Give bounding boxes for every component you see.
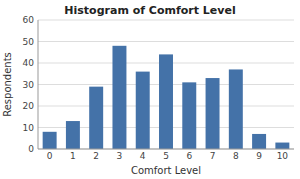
x-tick-label: 8 (233, 151, 239, 161)
bar (136, 72, 150, 149)
bar (159, 54, 173, 149)
x-tick-label: 10 (277, 151, 289, 161)
chart-title: Histogram of Comfort Level (64, 4, 235, 17)
x-tick-label: 6 (186, 151, 192, 161)
bar (66, 121, 80, 149)
x-tick-label: 0 (47, 151, 53, 161)
x-tick-label: 9 (256, 151, 262, 161)
bar (275, 143, 289, 149)
y-tick-label: 50 (23, 37, 35, 47)
y-axis-line (38, 20, 39, 149)
grid-line (38, 20, 294, 21)
y-tick-label: 30 (23, 80, 35, 90)
y-tick-label: 60 (23, 15, 35, 25)
y-tick-label: 20 (23, 101, 35, 111)
bar (206, 78, 220, 149)
y-axis-label: Respondents (2, 52, 13, 117)
x-tick-label: 2 (93, 151, 99, 161)
bar (89, 87, 103, 149)
chart-svg: 0 10 20 30 40 50 60 0 1 2 3 4 5 6 7 8 9 10 Histogram of Co… (0, 0, 300, 179)
bar (112, 46, 126, 149)
x-axis-label: Comfort Level (131, 165, 201, 176)
x-tick-label: 3 (117, 151, 123, 161)
x-tick-label: 5 (163, 151, 169, 161)
bars (43, 46, 290, 149)
x-tick-label: 1 (70, 151, 76, 161)
grid-line (38, 149, 294, 150)
chart-container: 0 10 20 30 40 50 60 0 1 2 3 4 5 6 7 8 9 10 Histogram of Co… (0, 0, 300, 179)
y-tick-label: 10 (23, 123, 35, 133)
x-axis-line (38, 149, 294, 150)
x-tick-label: 7 (210, 151, 216, 161)
grid-line (38, 41, 294, 42)
bar (43, 132, 57, 149)
bar (252, 134, 266, 149)
x-tick-label: 4 (140, 151, 146, 161)
grid (38, 20, 294, 149)
y-tick-label: 40 (23, 58, 35, 68)
bar (229, 69, 243, 149)
bar (182, 82, 196, 149)
y-tick-label: 0 (28, 144, 34, 154)
